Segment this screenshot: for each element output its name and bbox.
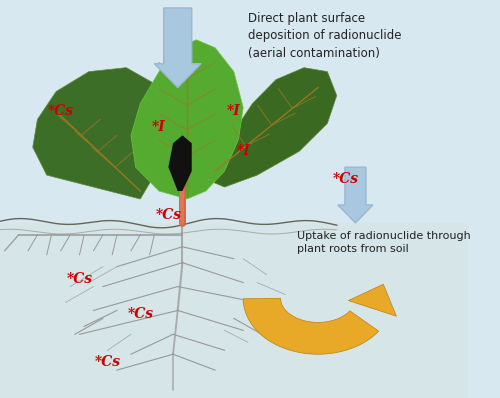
Text: *Cs: *Cs	[48, 104, 74, 119]
Text: *I: *I	[227, 104, 240, 119]
Text: Direct plant surface
deposition of radionuclide
(aerial contamination): Direct plant surface deposition of radio…	[248, 12, 402, 60]
Text: *Cs: *Cs	[94, 355, 120, 369]
Polygon shape	[243, 298, 378, 354]
Text: *Cs: *Cs	[333, 172, 359, 186]
FancyArrow shape	[338, 167, 373, 223]
Text: *Cs: *Cs	[156, 208, 182, 222]
Polygon shape	[348, 284, 397, 316]
FancyArrow shape	[154, 8, 201, 88]
Text: *Cs: *Cs	[128, 307, 154, 322]
Polygon shape	[206, 68, 336, 187]
Text: *I: *I	[236, 144, 250, 158]
Text: Uptake of radionuclide through
plant roots from soil: Uptake of radionuclide through plant roo…	[297, 231, 470, 254]
Text: *Cs: *Cs	[66, 271, 92, 286]
Polygon shape	[168, 135, 192, 191]
Polygon shape	[32, 68, 168, 199]
Polygon shape	[131, 40, 243, 199]
Text: *I: *I	[152, 120, 166, 135]
Polygon shape	[0, 223, 468, 398]
